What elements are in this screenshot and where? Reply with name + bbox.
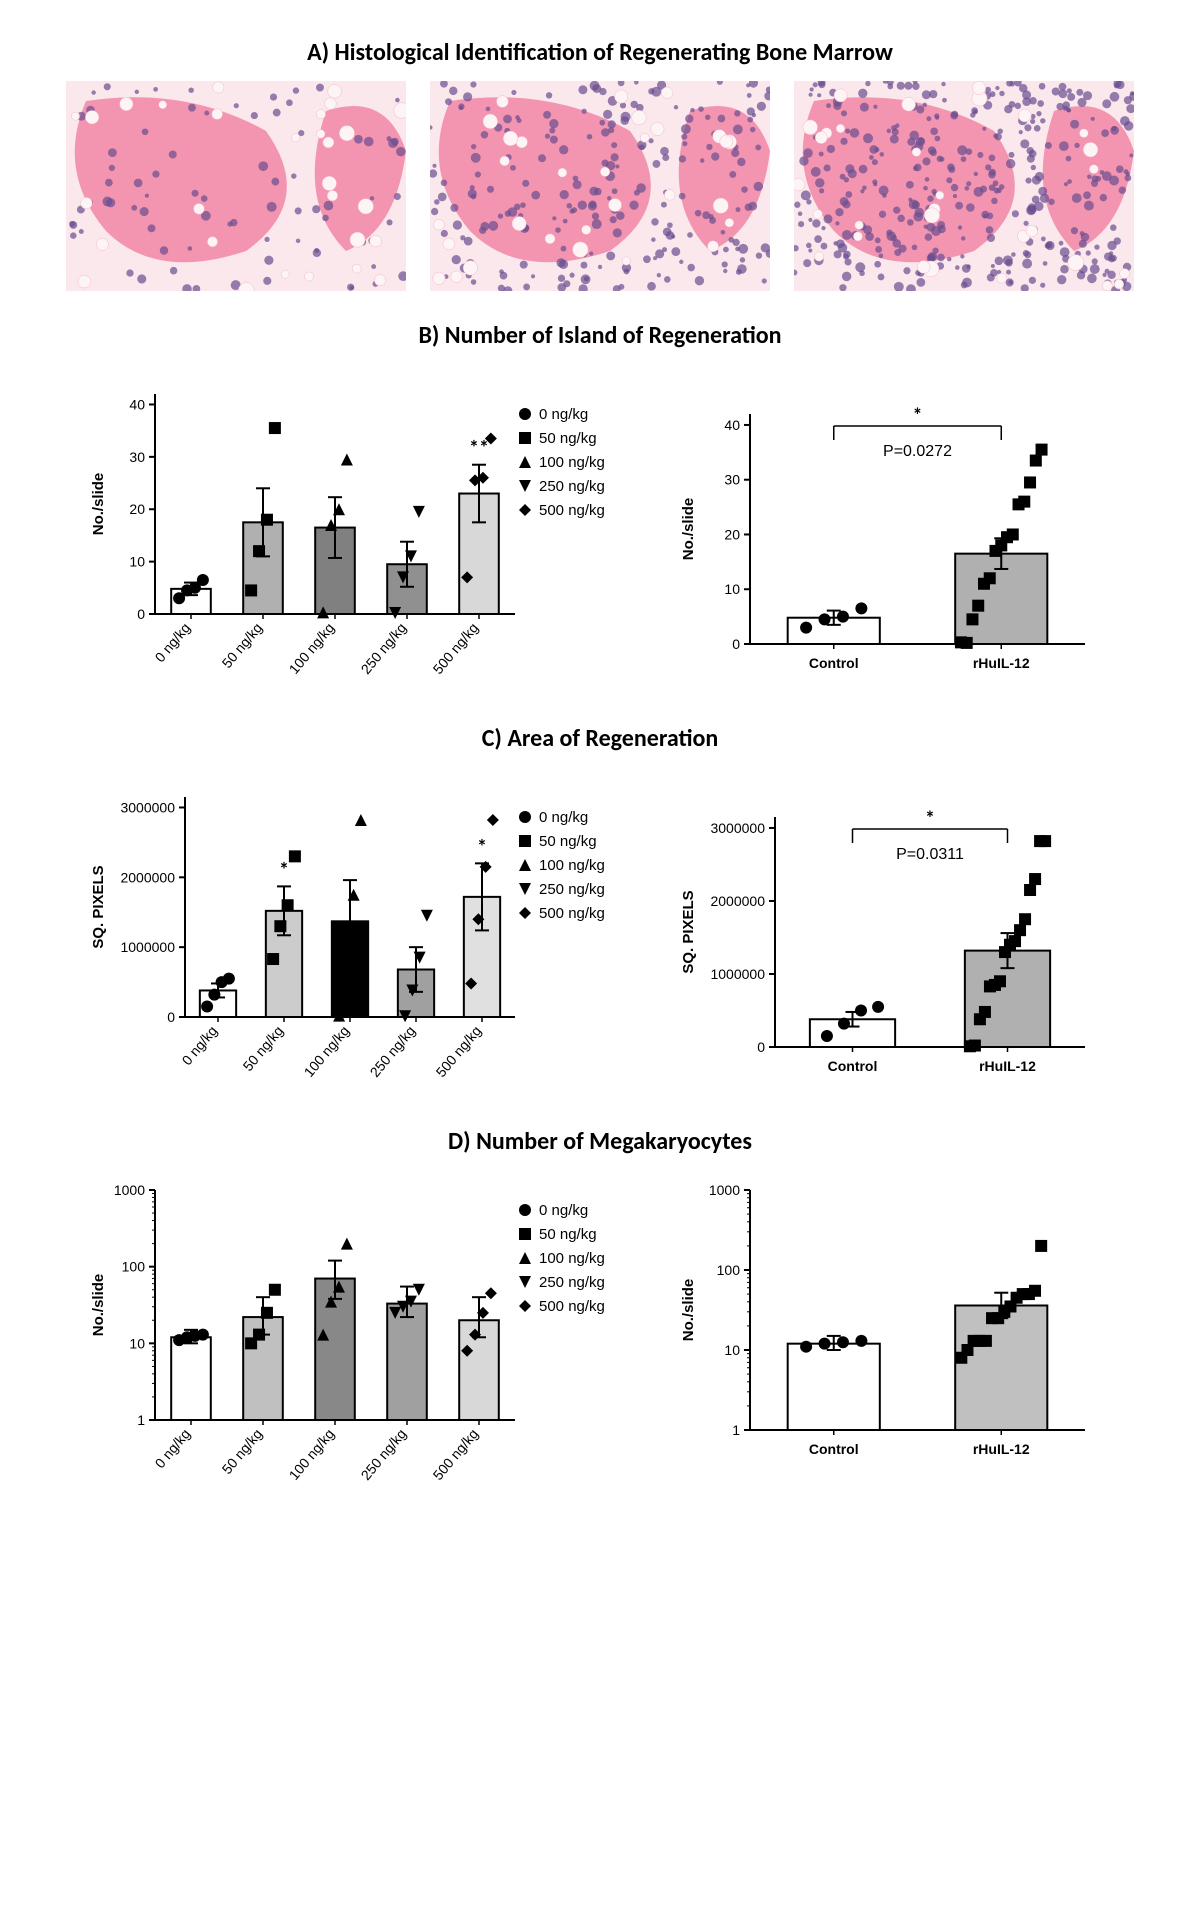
svg-text:500 ng/kg: 500 ng/kg xyxy=(430,1426,482,1483)
svg-text:20: 20 xyxy=(724,526,740,542)
chart-d-left: 1 10 100 1000 0 ng/kg 50 ng/kg 100 ng/kg 250 ng… xyxy=(85,1170,645,1510)
svg-text:40: 40 xyxy=(129,396,145,412)
svg-text:P=0.0272: P=0.0272 xyxy=(883,443,952,460)
svg-text:rHuIL-12: rHuIL-12 xyxy=(973,1441,1030,1457)
svg-text:50 ng/kg: 50 ng/kg xyxy=(219,620,266,671)
svg-text:0: 0 xyxy=(167,1009,175,1025)
svg-text:No./slide: No./slide xyxy=(680,1279,697,1342)
svg-text:250 ng/kg: 250 ng/kg xyxy=(539,881,605,898)
chart-b-right: 0 10 20 30 40 Control rHuIL-12 * P=0.0272 No./sli… xyxy=(675,364,1115,694)
section-c-row: 0 1000000 2000000 3000000 * * 0 ng/kg 50 ng/kg 1… xyxy=(40,767,1160,1107)
svg-text:250 ng/kg: 250 ng/kg xyxy=(358,1426,410,1483)
svg-text:Control: Control xyxy=(809,1441,859,1457)
svg-text:100 ng/kg: 100 ng/kg xyxy=(539,454,605,471)
svg-text:0: 0 xyxy=(732,636,740,652)
svg-text:20: 20 xyxy=(129,501,145,517)
svg-text:500 ng/kg: 500 ng/kg xyxy=(539,502,605,519)
svg-text:10: 10 xyxy=(724,1342,740,1358)
svg-text:0 ng/kg: 0 ng/kg xyxy=(539,406,588,423)
svg-text:**: ** xyxy=(469,437,489,461)
svg-text:1: 1 xyxy=(137,1412,145,1428)
svg-text:1: 1 xyxy=(732,1422,740,1438)
svg-text:10: 10 xyxy=(129,554,145,570)
histology-row xyxy=(40,81,1160,291)
svg-text:10: 10 xyxy=(129,1335,145,1351)
svg-text:40: 40 xyxy=(724,417,740,433)
svg-text:100 ng/kg: 100 ng/kg xyxy=(286,1426,338,1483)
chart-c-right: 0 1000000 2000000 3000000 Control rHuIL-12 * P=… xyxy=(675,767,1115,1097)
svg-text:1000: 1000 xyxy=(114,1182,145,1198)
svg-text:100: 100 xyxy=(717,1262,741,1278)
svg-text:rHuIL-12: rHuIL-12 xyxy=(979,1058,1036,1074)
svg-text:250 ng/kg: 250 ng/kg xyxy=(539,478,605,495)
svg-text:2000000: 2000000 xyxy=(710,893,765,909)
svg-text:0 ng/kg: 0 ng/kg xyxy=(152,1426,194,1471)
svg-text:50 ng/kg: 50 ng/kg xyxy=(219,1426,266,1477)
section-c-title: C) Area of Regeneration xyxy=(40,724,1160,753)
histology-image-1 xyxy=(66,81,406,291)
svg-text:3000000: 3000000 xyxy=(710,820,765,836)
svg-text:0 ng/kg: 0 ng/kg xyxy=(539,809,588,826)
svg-text:*: * xyxy=(925,807,935,831)
svg-text:500 ng/kg: 500 ng/kg xyxy=(430,620,482,677)
svg-text:50 ng/kg: 50 ng/kg xyxy=(539,1226,597,1243)
svg-text:3000000: 3000000 xyxy=(120,799,175,815)
svg-text:2000000: 2000000 xyxy=(120,869,175,885)
svg-text:10: 10 xyxy=(724,581,740,597)
svg-text:100: 100 xyxy=(122,1259,146,1275)
svg-text:500 ng/kg: 500 ng/kg xyxy=(433,1023,485,1080)
svg-text:No./slide: No./slide xyxy=(90,473,107,536)
svg-text:30: 30 xyxy=(724,472,740,488)
chart-d-right: 1 10 100 1000 Control rHuIL-12 No./slide xyxy=(675,1170,1115,1480)
section-d-title: D) Number of Megakaryocytes xyxy=(40,1127,1160,1156)
figure-root: A) Histological Identification of Regene… xyxy=(0,0,1200,1550)
svg-text:100 ng/kg: 100 ng/kg xyxy=(286,620,338,677)
svg-text:100 ng/kg: 100 ng/kg xyxy=(539,857,605,874)
section-b-title: B) Number of Island of Regeneration xyxy=(40,321,1160,350)
svg-text:No./slide: No./slide xyxy=(680,498,697,561)
svg-text:Control: Control xyxy=(828,1058,878,1074)
section-d-row: 11010010000 ng/kg50 ng/kg100 ng/kg250 ng… xyxy=(40,1170,1160,1510)
section-a-title: A) Histological Identification of Regene… xyxy=(40,38,1160,67)
histology-image-3 xyxy=(794,81,1134,291)
svg-text:No./slide: No./slide xyxy=(90,1274,107,1337)
svg-text:rHuIL-12: rHuIL-12 xyxy=(973,655,1030,671)
svg-text:*: * xyxy=(279,858,289,882)
svg-text:0 ng/kg: 0 ng/kg xyxy=(152,620,194,665)
svg-text:250 ng/kg: 250 ng/kg xyxy=(539,1274,605,1291)
svg-text:SQ. PIXELS: SQ. PIXELS xyxy=(680,890,697,973)
svg-text:0: 0 xyxy=(757,1039,765,1055)
svg-text:500 ng/kg: 500 ng/kg xyxy=(539,905,605,922)
svg-text:*: * xyxy=(477,835,487,859)
svg-text:Control: Control xyxy=(809,655,859,671)
histology-image-2 xyxy=(430,81,770,291)
svg-text:P=0.0311: P=0.0311 xyxy=(896,846,964,863)
svg-text:250 ng/kg: 250 ng/kg xyxy=(367,1023,419,1080)
svg-text:0: 0 xyxy=(137,606,145,622)
chart-c-left: 0 1000000 2000000 3000000 * * 0 ng/kg 50 ng/kg 1… xyxy=(85,767,645,1107)
svg-text:SQ. PIXELS: SQ. PIXELS xyxy=(90,865,107,948)
svg-text:1000000: 1000000 xyxy=(120,939,175,955)
svg-text:100 ng/kg: 100 ng/kg xyxy=(539,1250,605,1267)
svg-text:*: * xyxy=(913,404,923,428)
section-b-row: 010203040**0 ng/kg50 ng/kg100 ng/kg250 n… xyxy=(40,364,1160,704)
svg-text:1000000: 1000000 xyxy=(710,966,765,982)
svg-text:50 ng/kg: 50 ng/kg xyxy=(539,430,597,447)
svg-text:0 ng/kg: 0 ng/kg xyxy=(179,1023,221,1068)
svg-text:500 ng/kg: 500 ng/kg xyxy=(539,1298,605,1315)
svg-text:1000: 1000 xyxy=(709,1182,740,1198)
svg-text:250 ng/kg: 250 ng/kg xyxy=(358,620,410,677)
svg-text:0 ng/kg: 0 ng/kg xyxy=(539,1202,588,1219)
svg-text:50 ng/kg: 50 ng/kg xyxy=(539,833,597,850)
svg-text:50 ng/kg: 50 ng/kg xyxy=(240,1023,287,1074)
chart-b-left: 0 10 20 30 40 ** 0 ng/kg 50 ng/kg 100 ng/kg 250 n… xyxy=(85,364,645,704)
svg-text:30: 30 xyxy=(129,449,145,465)
svg-text:100 ng/kg: 100 ng/kg xyxy=(301,1023,353,1080)
